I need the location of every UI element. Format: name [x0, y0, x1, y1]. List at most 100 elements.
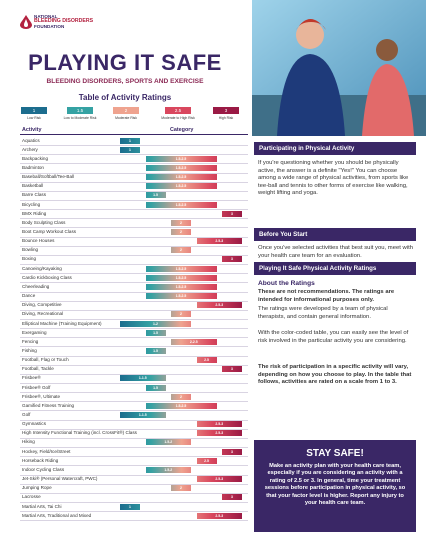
- rating-bar: 1-1.5: [120, 412, 166, 418]
- subheading: About the Ratings: [258, 280, 315, 287]
- legend-swatch: 2: [113, 107, 139, 114]
- activity-name: Football, Tackle: [22, 366, 54, 372]
- rating-bar: 3: [222, 210, 242, 217]
- section-heading: Before You Start: [254, 228, 416, 241]
- legend-label: Low to Moderate Risk: [63, 116, 97, 120]
- legend-label: Moderate to High Risk: [161, 116, 195, 120]
- table-row: High Intensity Functional Training (incl…: [20, 429, 248, 439]
- legend-label: High Risk: [218, 116, 234, 120]
- rating-bar: 2-2.5: [171, 338, 217, 345]
- section-text: The risk of participation in a specific …: [258, 364, 412, 386]
- legend-label: Moderate Risk: [115, 116, 137, 120]
- table-row: Diving, Competitive 2.5-3: [20, 301, 248, 311]
- activity-name: Bowling: [22, 247, 39, 253]
- activity-name: Gymnastics: [22, 421, 46, 427]
- table-row: Lacrosse 3: [20, 493, 248, 503]
- table-row: Canoeing/Kayaking 1.5-2.5: [20, 264, 248, 275]
- rating-bar: 2: [171, 229, 191, 235]
- rating-bar: 1-2: [120, 320, 191, 327]
- activity-name: Jet-Ski® (Personal Watercraft, PWC): [22, 476, 98, 482]
- table-row: Fishing 1.5: [20, 346, 248, 357]
- subtitle: BLEEDING DISORDERS, SPORTS AND EXERCISE: [46, 78, 204, 85]
- rating-bar: 1.5-2: [145, 466, 191, 473]
- stay-safe-box: STAY SAFE! Make an activity plan with yo…: [254, 440, 416, 532]
- rating-bar: 1.5: [145, 192, 166, 199]
- org-line: NATIONAL: [34, 14, 58, 19]
- rating-bar: 2.5-3: [196, 476, 242, 483]
- table-row: Cardio Kickboxing Class 1.5-2.5: [20, 273, 248, 284]
- activity-name: Frisbee®: [22, 375, 41, 381]
- rating-bar: 1: [120, 503, 140, 510]
- activity-name: Diving, Competitive: [22, 302, 62, 308]
- table-row: Exergaming 1.5: [20, 328, 248, 339]
- activity-name: Golf: [22, 412, 31, 417]
- rating-bar: 1.5-2.5: [145, 274, 217, 281]
- activity-name: Barre Class: [22, 192, 46, 198]
- rating-bar: 2: [171, 247, 191, 254]
- table-row: Badminton 1.5-2.5: [20, 163, 248, 174]
- activity-name: Boxing: [22, 256, 37, 262]
- table-row: Hiking 1.5-2: [20, 438, 248, 449]
- rating-bar: 1.5-2.5: [145, 265, 217, 272]
- activity-name: Badminton: [22, 164, 44, 170]
- table-row: Football, Tackle 3: [20, 365, 248, 375]
- rating-bar: 2.5-3: [196, 421, 242, 428]
- table-row: Boxing 3: [20, 255, 248, 266]
- section-heading: Playing It Safe Physical Activity Rating…: [254, 262, 416, 275]
- table-row: Bowling 2: [20, 246, 248, 256]
- table-row: Bicycling 1.5-2.5: [20, 200, 248, 211]
- rating-bar: 1.5: [145, 347, 166, 354]
- table-row: Horseback Riding 2.5: [20, 456, 248, 467]
- legend-swatch: 1.5: [67, 107, 93, 114]
- activity-name: Frisbee®, Ultimate: [22, 393, 61, 399]
- activity-name: Hockey, Field/Ice/Street: [22, 448, 71, 454]
- logo: NATIONAL BLEEDING DISORDERS FOUNDATION: [34, 14, 93, 30]
- rating-bar: 1.5: [145, 329, 166, 336]
- section-text: The ratings were developed by a team of …: [258, 306, 388, 320]
- activity-name: Fencing: [22, 338, 39, 344]
- activity-name: Aquatics: [22, 137, 40, 143]
- activity-name: Body Sculpting Class: [22, 219, 66, 225]
- activity-name: Gamified Fitness Training: [22, 402, 75, 408]
- table-row: Boot Camp Workout Class 2: [20, 228, 248, 238]
- table-row: Jumping Rope 2: [20, 484, 248, 494]
- rating-bar: 1.5-2.5: [145, 164, 217, 171]
- legend-label: Low Risk: [27, 116, 41, 120]
- section-text: With the color-coded table, you can easi…: [258, 330, 409, 344]
- table-row: Gymnastics 2.5-3: [20, 420, 248, 430]
- rating-bar: 2: [171, 393, 191, 400]
- table-row: Jet-Ski® (Personal Watercraft, PWC) 2.5-3: [20, 475, 248, 485]
- table-row: Elliptical Machine (Training Equipment) 1…: [20, 319, 248, 330]
- table-row: Hockey, Field/Ice/Street 3: [20, 447, 248, 458]
- org-line: FOUNDATION: [34, 24, 65, 30]
- table-row: Frisbee® 1-1.5: [20, 374, 248, 385]
- rating-bar: 1.5-2.5: [145, 283, 217, 290]
- table-row: Barre Class 1.5: [20, 191, 248, 202]
- box-text: Make an activity plan with your health c…: [264, 463, 406, 507]
- logo-mark: [20, 15, 32, 29]
- table-row: Indoor Cycling Class 1.5-2: [20, 465, 248, 476]
- column-header: Activity: [22, 127, 42, 133]
- table-row: Martial Arts, Traditional and Mixed 2.5-3: [20, 511, 248, 522]
- activity-name: Horseback Riding: [22, 457, 59, 463]
- rating-bar: 2: [171, 311, 191, 318]
- rating-bar: 3: [222, 448, 242, 455]
- table-row: Fencing 2-2.5: [20, 337, 248, 348]
- activity-name: Martial Arts, Traditional and Mixed: [22, 512, 92, 518]
- rating-bar: 2.5: [196, 357, 217, 364]
- table-row: Bounce Houses 2.5-3: [20, 237, 248, 247]
- header-rule: [20, 134, 248, 135]
- org-line: BLEEDING DISORDERS: [34, 18, 94, 25]
- section-heading: Participating in Physical Activity: [254, 142, 416, 155]
- rating-bar: 3: [222, 366, 242, 373]
- activity-name: Fishing: [22, 347, 37, 353]
- rating-bar: 2.5-3: [196, 238, 242, 245]
- rating-bar: 1.5-2.5: [145, 293, 217, 300]
- table-row: Basketball 1.5-2.5: [20, 182, 248, 192]
- table-row: Frisbee® Golf 1.5: [20, 383, 248, 394]
- activity-name: Cardio Kickboxing Class: [22, 274, 72, 280]
- rating-bar: 1.5: [145, 384, 166, 391]
- rating-bar: 2.5: [196, 457, 217, 464]
- activity-name: Lacrosse: [22, 494, 41, 500]
- table-row: Backpacking 1.5-2.5: [20, 154, 248, 165]
